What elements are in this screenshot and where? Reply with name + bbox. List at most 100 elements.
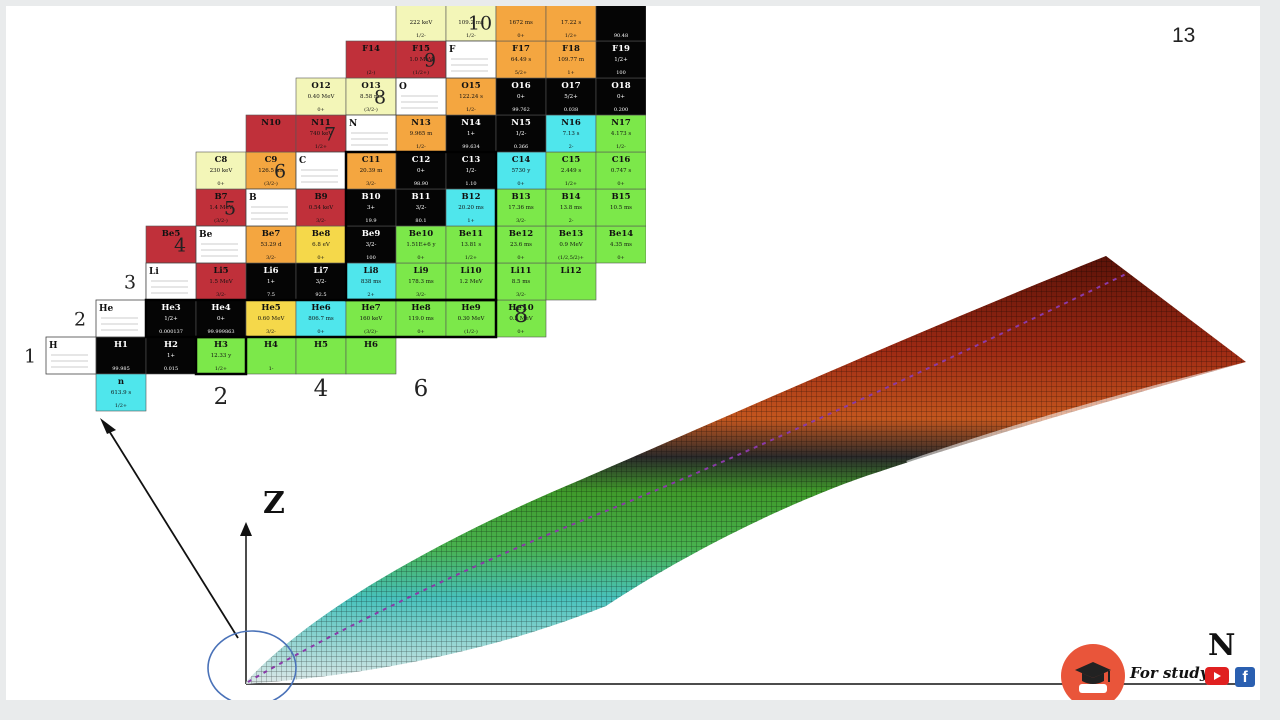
svg-text:F19: F19 [612, 44, 630, 54]
row-label: 2 [74, 309, 86, 331]
nuclide-cell: B10 3+ 19.9 [345, 188, 397, 227]
nuclide-cell: C14 5730 y 0+ [495, 151, 547, 190]
nuclide-cell: O18 0+ 0.200 [595, 77, 646, 116]
element-label-cell: Li [145, 262, 197, 301]
nuclide-cell: B12 20.20 ms 1+ [445, 188, 497, 227]
svg-text:N16: N16 [561, 118, 581, 128]
nuclide-band-chart [100, 256, 1246, 700]
svg-text:1/2+: 1/2+ [315, 144, 327, 150]
svg-text:0.54 keV: 0.54 keV [309, 205, 335, 211]
svg-text:0.200: 0.200 [614, 107, 628, 113]
nuclide-cell: 109.2 ms 1/2- [445, 6, 497, 42]
svg-text:4.173 s: 4.173 s [611, 131, 631, 137]
svg-text:1/2-: 1/2- [416, 144, 426, 150]
svg-text:Li: Li [149, 267, 159, 277]
svg-text:1/2-: 1/2- [616, 144, 626, 150]
svg-text:0+: 0+ [517, 94, 525, 100]
nuclide-cell: H5 [295, 336, 347, 375]
svg-text:9.965 m: 9.965 m [410, 131, 433, 137]
svg-text:3/2-: 3/2- [366, 181, 376, 187]
slide: H1 99.985 H2 1+ 0.015 H3 12.33 y 1/2+ H4 1- H5 H6 n 6… [6, 6, 1260, 700]
svg-text:3+: 3+ [367, 205, 375, 211]
svg-text:0+: 0+ [517, 329, 524, 335]
nuclide-cell: O15 122.24 s 1/2- [445, 77, 497, 116]
nuclide-cell: B13 17.36 ms 3/2- [495, 188, 547, 227]
row-label: 8 [374, 87, 386, 109]
svg-text:98.90: 98.90 [414, 181, 428, 187]
column-label: 2 [214, 384, 229, 410]
nuclide-cell: N10 [245, 114, 297, 153]
z-axis-arrow [240, 522, 252, 536]
svg-text:B: B [249, 193, 257, 203]
nuclide-cell: 222 keV 1/2- [395, 6, 447, 42]
svg-text:Be11: Be11 [459, 229, 484, 239]
svg-text:0.747 s: 0.747 s [611, 168, 631, 174]
nuclide-cell: He9 0.30 MeV (1/2-) [445, 299, 497, 338]
svg-text:He8: He8 [411, 303, 430, 313]
element-label-cell: He [95, 299, 147, 338]
svg-text:3/2-: 3/2- [366, 242, 377, 248]
svg-text:2+: 2+ [367, 292, 374, 298]
nuclide-cell: C15 2.449 s 1/2+ [545, 151, 597, 190]
svg-text:1.5 MeV: 1.5 MeV [209, 279, 233, 285]
svg-text:B12: B12 [461, 192, 480, 202]
svg-text:H2: H2 [164, 340, 178, 350]
svg-text:12.33 y: 12.33 y [211, 353, 232, 359]
svg-text:222 keV: 222 keV [410, 20, 434, 26]
nuclide-cell: Li11 8.5 ms 3/2- [495, 262, 547, 301]
nuclide-cell: N13 9.965 m 1/2- [395, 114, 447, 153]
svg-text:126.5 ms: 126.5 ms [258, 168, 284, 174]
svg-text:Be13: Be13 [559, 229, 584, 239]
svg-text:2.449 s: 2.449 s [561, 168, 581, 174]
svg-text:0+: 0+ [617, 181, 624, 187]
svg-text:3/2-: 3/2- [266, 329, 276, 335]
svg-text:0.366: 0.366 [514, 144, 528, 150]
svg-text:N15: N15 [511, 118, 531, 128]
svg-text:0.30 MeV: 0.30 MeV [458, 316, 486, 322]
svg-text:Li12: Li12 [560, 266, 581, 276]
svg-text:Li6: Li6 [263, 266, 278, 276]
svg-text:O: O [399, 82, 407, 92]
svg-text:(3/2-): (3/2-) [214, 217, 228, 224]
svg-text:1+: 1+ [567, 70, 574, 76]
svg-text:1/2+: 1/2+ [565, 181, 577, 187]
svg-text:1.51E+6 y: 1.51E+6 y [406, 242, 436, 248]
svg-text:19.9: 19.9 [365, 218, 376, 224]
svg-text:H3: H3 [214, 340, 228, 350]
nuclide-cell: Be9 3/2- 100 [345, 225, 397, 264]
facebook-icon[interactable]: f [1235, 667, 1255, 687]
svg-text:0.60 MeV: 0.60 MeV [258, 316, 286, 322]
svg-text:1-: 1- [269, 366, 274, 372]
zoom-arrow-line [105, 425, 239, 639]
svg-text:B15: B15 [611, 192, 630, 202]
svg-text:C12: C12 [412, 155, 431, 165]
svg-text:806.7 ms: 806.7 ms [308, 316, 334, 322]
svg-text:H1: H1 [114, 340, 128, 350]
svg-text:53.29 d: 53.29 d [260, 242, 281, 248]
svg-text:He9: He9 [461, 303, 480, 313]
nuclide-cell: Be14 4.35 ms 0+ [595, 225, 646, 264]
svg-text:Li7: Li7 [313, 266, 328, 276]
youtube-icon[interactable] [1205, 667, 1229, 685]
nuclide-cell: Li12 [545, 262, 597, 301]
row-label: 4 [174, 235, 186, 257]
nuclide-cell: 90.48 [595, 6, 646, 42]
svg-text:He3: He3 [161, 303, 180, 313]
svg-text:O12: O12 [311, 81, 330, 91]
svg-text:109.2 ms: 109.2 ms [458, 20, 484, 26]
svg-text:3/2-: 3/2- [316, 279, 327, 285]
svg-text:178.3 ms: 178.3 ms [408, 279, 434, 285]
svg-text:He7: He7 [361, 303, 380, 313]
nuclide-cell: B15 10.5 ms [595, 188, 646, 227]
nuclide-cell: Li5 1.5 MeV 3/2- [195, 262, 247, 301]
svg-text:0+: 0+ [517, 255, 524, 261]
svg-text:F18: F18 [562, 44, 580, 54]
nuclide-cell: F14 (2-) [345, 40, 397, 79]
svg-text:N10: N10 [261, 118, 281, 128]
svg-text:3/2-: 3/2- [516, 292, 526, 298]
nuclide-cell: Be10 1.51E+6 y 0+ [395, 225, 447, 264]
nuclide-cell: Li7 3/2- 92.5 [295, 262, 347, 301]
svg-text:Li5: Li5 [213, 266, 228, 276]
svg-text:99.762: 99.762 [512, 107, 530, 113]
svg-text:C16: C16 [612, 155, 631, 165]
